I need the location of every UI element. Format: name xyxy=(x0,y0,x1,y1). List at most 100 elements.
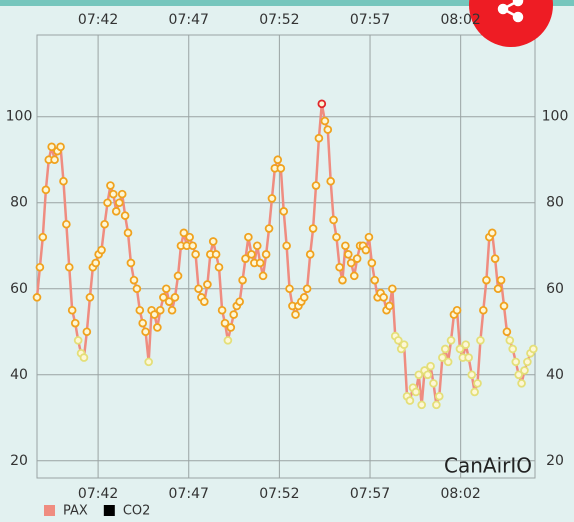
data-point xyxy=(261,250,271,259)
data-point xyxy=(211,250,221,259)
data-point xyxy=(32,293,42,302)
data-point xyxy=(255,258,265,268)
data-point xyxy=(97,245,106,255)
data-point xyxy=(141,327,150,337)
data-point xyxy=(482,275,491,285)
data-point xyxy=(103,198,112,208)
share-icon[interactable] xyxy=(497,0,524,23)
data-point xyxy=(323,125,333,134)
data-point xyxy=(117,189,127,199)
x-tick-label-top: 07:42 xyxy=(78,12,118,28)
data-point xyxy=(388,284,397,294)
data-point xyxy=(385,301,394,311)
data-point xyxy=(220,318,230,328)
x-tick-label: 07:47 xyxy=(169,486,209,502)
data-point xyxy=(235,297,244,306)
data-point xyxy=(282,241,291,251)
data-point xyxy=(332,232,341,242)
data-point xyxy=(302,284,312,294)
data-point xyxy=(311,181,321,190)
data-point xyxy=(191,250,200,259)
data-point xyxy=(405,396,415,405)
data-point xyxy=(370,275,380,285)
data-point xyxy=(329,215,338,225)
data-point xyxy=(67,305,77,315)
x-tick-label-top: 07:52 xyxy=(259,12,299,28)
data-point xyxy=(496,275,506,285)
data-point xyxy=(493,284,503,294)
data-point xyxy=(50,155,59,165)
y-tick-label: 100 xyxy=(6,109,33,125)
data-point xyxy=(217,305,227,315)
data-point xyxy=(320,116,330,126)
data-point xyxy=(226,323,236,332)
data-point xyxy=(155,305,165,315)
share-button[interactable] xyxy=(469,0,553,47)
data-point xyxy=(434,391,444,401)
data-point xyxy=(170,293,180,302)
data-point xyxy=(123,228,133,238)
data-point xyxy=(352,254,362,263)
data-point xyxy=(523,357,532,367)
y-tick-label-right: 20 xyxy=(546,453,564,469)
data-point xyxy=(115,198,124,208)
data-point xyxy=(440,344,450,354)
data-point xyxy=(291,310,300,319)
data-point xyxy=(473,379,482,388)
data-point xyxy=(132,284,142,294)
data-point xyxy=(129,275,139,285)
data-point xyxy=(150,310,159,319)
data-point xyxy=(47,142,56,152)
data-point xyxy=(317,99,327,109)
data-point xyxy=(267,194,277,203)
data-point xyxy=(414,370,424,380)
legend-label: CO2 xyxy=(123,504,151,519)
data-point xyxy=(364,232,374,242)
data-point xyxy=(326,176,335,186)
data-point xyxy=(179,228,189,238)
data-point xyxy=(490,254,500,263)
series-line xyxy=(35,102,535,407)
data-point xyxy=(335,262,344,272)
data-point xyxy=(64,262,74,272)
data-point xyxy=(511,357,521,367)
data-point xyxy=(208,237,218,246)
data-point xyxy=(59,176,68,186)
x-tick-label: 08:02 xyxy=(440,486,480,502)
data-point xyxy=(185,232,194,242)
y-tick-label-right: 100 xyxy=(542,109,569,125)
share-button-bg[interactable] xyxy=(469,0,553,47)
data-point xyxy=(223,336,233,345)
x-tick-label-top: 08:02 xyxy=(440,12,480,28)
data-point xyxy=(164,297,174,306)
data-point xyxy=(188,241,198,251)
data-point xyxy=(56,142,65,152)
y-tick-label-right: 60 xyxy=(546,281,564,297)
data-point xyxy=(73,336,83,345)
legend-swatch xyxy=(103,505,115,516)
data-point xyxy=(258,271,268,281)
data-point xyxy=(62,219,71,229)
data-point xyxy=(229,310,238,319)
top-bar xyxy=(0,0,574,6)
data-point xyxy=(443,357,453,367)
data-point xyxy=(214,262,224,272)
data-point xyxy=(452,305,462,315)
data-point xyxy=(285,284,294,294)
data-point xyxy=(429,379,438,388)
y-tick-label-right: 40 xyxy=(546,367,564,383)
data-point xyxy=(308,224,318,233)
data-point xyxy=(476,336,485,345)
data-point xyxy=(41,185,51,195)
data-point xyxy=(394,336,403,345)
data-point xyxy=(126,258,136,268)
data-point xyxy=(153,323,162,332)
data-point xyxy=(111,207,121,216)
data-point xyxy=(247,250,256,259)
data-point xyxy=(79,353,89,362)
data-point xyxy=(252,241,262,251)
x-tick-label-top: 07:57 xyxy=(350,12,390,28)
x-tick-label-top: 07:47 xyxy=(169,12,209,28)
